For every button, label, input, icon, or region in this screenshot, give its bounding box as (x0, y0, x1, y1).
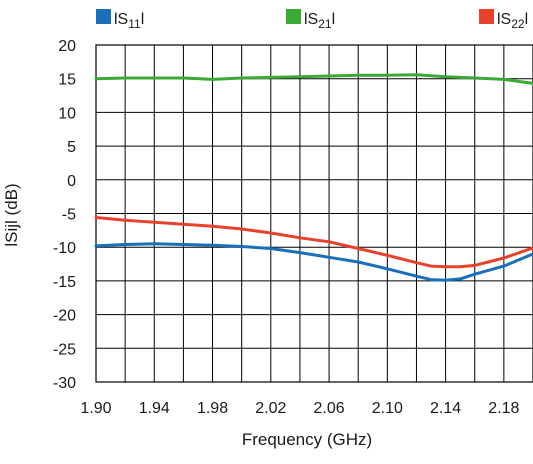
legend-swatch (96, 9, 111, 24)
series-lines (94, 73, 533, 282)
legend-swatch (286, 9, 301, 24)
y-tick-label: -10 (53, 240, 76, 257)
x-tick-label: 1.94 (139, 400, 170, 417)
series-line-s21 (94, 73, 533, 85)
x-tick-label: 2.02 (255, 400, 286, 417)
y-tick-label: 15 (58, 72, 76, 89)
x-tick-label: 1.98 (197, 400, 228, 417)
x-tick-labels: 1.90 1.94 1.98 2.02 2.06 2.10 2.14 2.18 (80, 400, 519, 417)
y-tick-label: 10 (58, 105, 76, 122)
y-tick-label: -25 (53, 341, 76, 358)
legend-label: lS21l (304, 11, 335, 31)
x-tick-label: 2.18 (488, 400, 519, 417)
x-tick-label: 2.14 (430, 400, 461, 417)
y-tick-label: -20 (53, 308, 76, 325)
legend-label: lS11l (114, 11, 144, 31)
y-tick-label: 5 (67, 139, 76, 156)
y-tick-label: -30 (53, 375, 76, 392)
grid (95, 44, 533, 383)
y-tick-labels: 20 15 10 5 0 -5 -10 -15 -20 -25 -30 (53, 38, 76, 392)
x-tick-label: 2.10 (372, 400, 403, 417)
plot-frame (95, 44, 533, 383)
y-tick-label: 20 (58, 38, 76, 55)
legend-label: lS22l (497, 11, 528, 31)
legend-swatch (479, 9, 494, 24)
x-axis-title: Frequency (GHz) (242, 430, 372, 449)
legend-item-s11: lS11l (96, 9, 144, 31)
x-tick-label: 1.90 (80, 400, 111, 417)
y-tick-label: -5 (62, 207, 76, 224)
y-tick-label: -15 (53, 274, 76, 291)
legend-item-s21: lS21l (286, 9, 335, 31)
legend: lS11l lS21l lS22l (96, 9, 528, 31)
y-tick-label: 0 (67, 173, 76, 190)
y-axis-title: lSijl (dB) (2, 183, 21, 246)
plot-border (95, 44, 533, 383)
legend-item-s22: lS22l (479, 9, 528, 31)
x-tick-label: 2.06 (313, 400, 344, 417)
series-line-s11 (94, 242, 533, 282)
series-line-s22 (94, 216, 533, 269)
